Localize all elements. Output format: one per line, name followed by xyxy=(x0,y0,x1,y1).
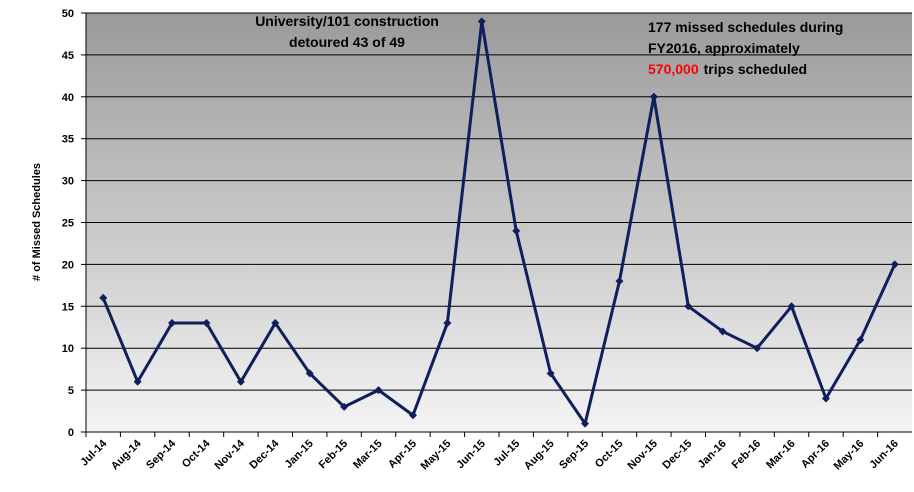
x-tick-label: May-15 xyxy=(419,438,454,473)
x-tick-label: Jul-15 xyxy=(491,438,522,469)
data-point xyxy=(890,260,899,269)
x-tick-label: Oct-14 xyxy=(180,437,213,470)
data-point xyxy=(649,92,658,101)
x-tick-label: Oct-15 xyxy=(593,438,626,471)
x-tick-label: May-16 xyxy=(832,438,867,473)
data-point xyxy=(787,302,796,311)
y-tick-label: 40 xyxy=(62,92,74,104)
data-point xyxy=(133,377,142,386)
x-tick-label: Feb-15 xyxy=(317,438,351,472)
x-tick-label: Dec-14 xyxy=(247,437,282,472)
x-tick-label: Apr-16 xyxy=(799,438,832,471)
annotation: FY2016, approximately xyxy=(648,40,800,56)
data-point xyxy=(99,293,108,302)
data-point xyxy=(408,411,417,420)
annotations: University/101 construction detoured 43 o… xyxy=(255,13,843,77)
data-point xyxy=(546,369,555,378)
x-tick-label: Nov-15 xyxy=(626,438,660,472)
y-axis-label: # of Missed Schedules xyxy=(31,163,43,281)
x-tick-label: Sep-14 xyxy=(144,437,179,472)
data-point xyxy=(477,17,486,26)
data-point xyxy=(753,344,762,353)
data-point xyxy=(821,394,830,403)
data-line xyxy=(101,19,897,426)
data-point xyxy=(581,419,590,428)
x-tick-label: Sep-15 xyxy=(557,438,591,472)
x-tick-label: Apr-15 xyxy=(386,438,419,471)
y-tick-label: 20 xyxy=(62,259,74,271)
y-tick-label: 25 xyxy=(62,218,74,230)
y-tick-label: 0 xyxy=(68,427,74,439)
y-tick-label: 30 xyxy=(62,176,74,188)
data-point xyxy=(856,335,865,344)
annotation: 570,000 trips scheduled xyxy=(648,61,807,77)
x-tick-label: Nov-14 xyxy=(213,437,248,472)
data-point xyxy=(512,226,521,235)
y-tick-label: 50 xyxy=(62,8,74,20)
data-point xyxy=(340,402,349,411)
data-point xyxy=(718,327,727,336)
data-point xyxy=(374,386,383,395)
x-tick-label: Dec-15 xyxy=(660,438,694,472)
annotation-highlight: 570,000 xyxy=(648,61,699,77)
x-tick-label: Feb-16 xyxy=(730,438,764,472)
x-tick-label: Jan-15 xyxy=(283,438,316,471)
data-point xyxy=(684,302,693,311)
annotation: 177 missed schedules during xyxy=(648,19,843,35)
x-tick-label: Jun-16 xyxy=(867,438,901,472)
data-point xyxy=(305,369,314,378)
annotation: detoured 43 of 49 xyxy=(289,34,405,50)
data-point xyxy=(236,377,245,386)
x-tick-label: Aug-14 xyxy=(109,437,144,472)
x-tick-label: Mar-15 xyxy=(351,438,385,472)
y-tick-label: 45 xyxy=(62,50,74,62)
y-tick-label: 35 xyxy=(62,134,74,146)
y-tick-label: 15 xyxy=(62,301,74,313)
x-tick-label: Aug-15 xyxy=(522,438,557,473)
x-tick-label: Jul-14 xyxy=(78,437,110,469)
data-point xyxy=(443,319,452,328)
x-tick-label: Mar-16 xyxy=(764,438,798,472)
y-tick-label: 10 xyxy=(62,343,74,355)
data-point xyxy=(271,319,280,328)
data-point xyxy=(615,277,624,286)
annotation-rest: trips scheduled xyxy=(704,61,807,77)
x-tick-label: Jan-16 xyxy=(696,438,729,471)
x-tick-label: Jun-15 xyxy=(454,438,488,472)
data-point xyxy=(168,319,177,328)
data-point xyxy=(202,319,211,328)
annotation: University/101 construction xyxy=(255,13,439,29)
y-tick-label: 5 xyxy=(68,385,74,397)
